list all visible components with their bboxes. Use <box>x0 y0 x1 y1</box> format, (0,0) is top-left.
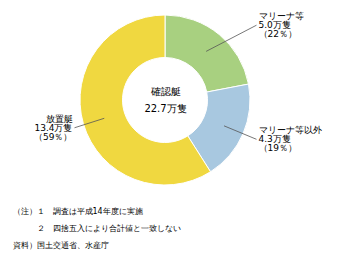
svg-text:マリーナ等5.0万隻（22％）: マリーナ等5.0万隻（22％） <box>259 11 304 39</box>
svg-text:２ 四捨五入により合計値と一致しない: ２ 四捨五入により合計値と一致しない <box>13 224 181 233</box>
svg-text:マリーナ等以外4.3万隻（19％）: マリーナ等以外4.3万隻（19％） <box>259 125 322 153</box>
svg-text:（注）１ 調査は平成14年度に実施: （注）１ 調査は平成14年度に実施 <box>13 207 143 216</box>
svg-text:資料）国土交通省、水産庁: 資料）国土交通省、水産庁 <box>13 241 109 250</box>
svg-text:22.7万隻: 22.7万隻 <box>144 103 186 114</box>
svg-text:放置艇13.4万隻（59％）: 放置艇13.4万隻（59％） <box>34 114 72 142</box>
svg-text:確認艇: 確認艇 <box>150 86 181 97</box>
